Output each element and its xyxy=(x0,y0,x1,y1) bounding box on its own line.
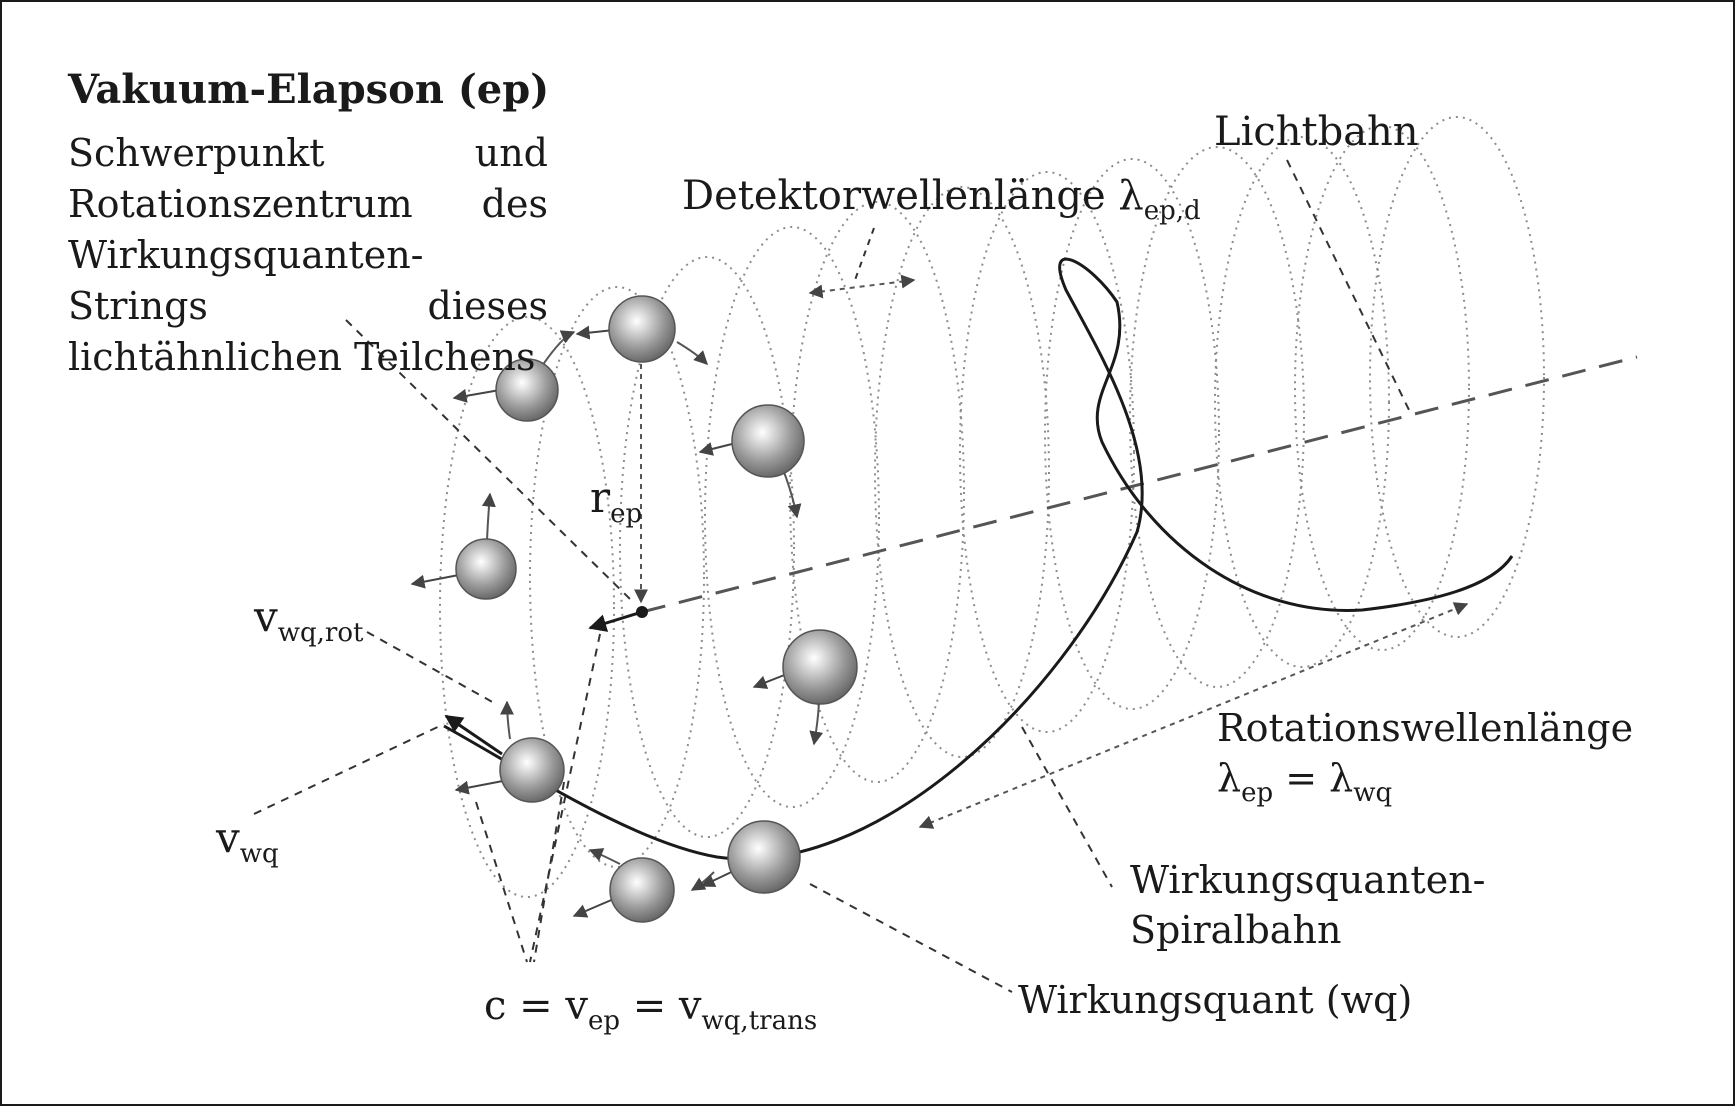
detector-sub: ep,d xyxy=(1143,196,1201,226)
sphere-5 xyxy=(752,629,858,705)
rotwl-eq-mid: = λ xyxy=(1273,756,1354,800)
center-velocity-arrow xyxy=(588,610,643,632)
v-rot-sub: wq,rot xyxy=(277,618,364,648)
sphere-3 xyxy=(698,404,805,478)
v-rot-leader xyxy=(366,631,497,705)
description-text: Schwerpunkt und Rotationszentrum des Wir… xyxy=(68,131,548,379)
label-detector-wavelength: Detektorwellenlänge λep,d xyxy=(682,172,1201,224)
rotation-wavelength-arrow xyxy=(918,602,1469,829)
sphere-6 xyxy=(454,737,565,803)
detector-leader xyxy=(854,227,875,281)
c-eq-a-sub: ep xyxy=(587,1006,620,1036)
label-radius: rep xyxy=(590,473,642,528)
c-eq-a: c = v xyxy=(484,983,588,1029)
helix-ring-5 xyxy=(789,201,965,783)
helix-ring-3 xyxy=(619,256,795,838)
c-eq-b-sub: wq,trans xyxy=(701,1006,818,1036)
v-wq-leader xyxy=(253,723,445,815)
detector-wavelength-arrow xyxy=(808,274,916,299)
label-rotation-wavelength-equation: λep = λwq xyxy=(1217,754,1392,806)
helix-ring-4 xyxy=(704,226,880,808)
helix-ring-8 xyxy=(1044,158,1220,710)
sphere-1 xyxy=(452,358,559,422)
diagram-title: Vakuum-Elapson (ep) xyxy=(68,66,550,113)
label-v-rot: vwq,rot xyxy=(254,592,363,647)
c-eq-mid: = v xyxy=(619,983,702,1029)
rotwl-eq-b-sub: wq xyxy=(1353,778,1393,808)
detector-text: Detektorwellenlänge λ xyxy=(682,173,1144,219)
label-wirkungsquant: Wirkungsquant (wq) xyxy=(1018,978,1413,1022)
v-rot-main: v xyxy=(254,592,278,641)
helix-ring-12 xyxy=(1369,116,1545,638)
rotwl-eq-a: λ xyxy=(1217,756,1242,800)
radius-main: r xyxy=(590,473,611,522)
radius-sub: ep xyxy=(610,499,643,529)
label-spiral-path: Wirkungsquanten-Spiralbahn xyxy=(1130,858,1486,952)
sphere-2 xyxy=(575,295,676,363)
helix-ring-2 xyxy=(529,286,705,868)
label-rotation-wavelength: Rotationswellenlänge xyxy=(1217,706,1634,750)
label-lichtbahn: Lichtbahn xyxy=(1214,109,1419,155)
v-wq-arrow xyxy=(444,714,503,756)
v-wq-sub: wq xyxy=(239,839,279,869)
label-v-wq: vwq xyxy=(216,813,279,868)
helix-ring-13 xyxy=(1486,268,1558,468)
sphere-group xyxy=(410,295,858,923)
helix-ring-9 xyxy=(1129,146,1305,688)
wq-leader xyxy=(809,883,1013,993)
helix-ring-6 xyxy=(874,186,1050,758)
v-wq-main: v xyxy=(216,813,240,862)
sphere-7 xyxy=(572,857,675,923)
lichtbahn-leader xyxy=(1286,159,1411,413)
label-speed-equation: c = vep = vwq,trans xyxy=(484,982,817,1034)
rotwl-eq-a-sub: ep xyxy=(1241,778,1274,808)
c-leaders xyxy=(475,633,601,963)
helix-ring-11 xyxy=(1294,125,1470,651)
description-leader xyxy=(345,319,631,600)
sphere-4 xyxy=(410,538,517,600)
light-path-axis xyxy=(641,355,1638,614)
spiral-leader xyxy=(1021,726,1113,888)
sphere-8 xyxy=(700,820,801,894)
helix-ring-1 xyxy=(439,316,615,898)
